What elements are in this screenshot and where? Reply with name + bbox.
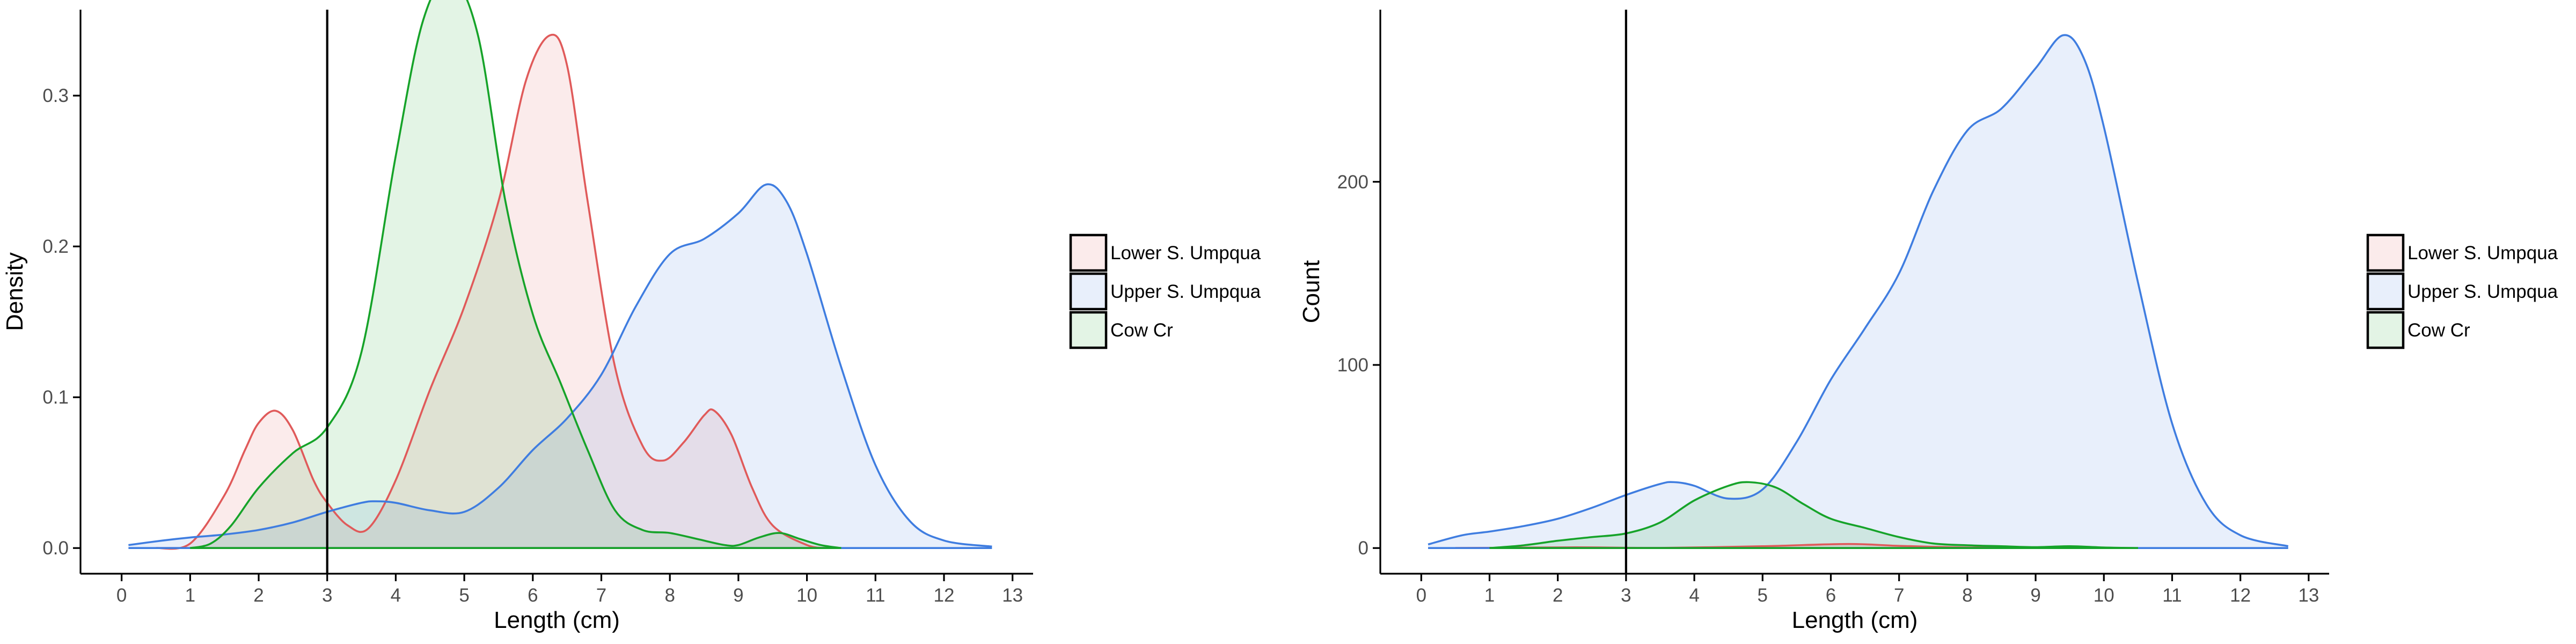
- x-tick-label: 8: [1962, 585, 1972, 606]
- x-tick-label: 6: [1826, 585, 1836, 606]
- y-tick-label: 200: [1337, 172, 1368, 193]
- x-tick-label: 5: [1758, 585, 1768, 606]
- x-tick-label: 11: [2162, 585, 2182, 606]
- x-tick-label: 1: [185, 585, 195, 606]
- x-tick-label: 5: [459, 585, 469, 606]
- x-axis-title: Length (cm): [494, 607, 620, 633]
- legend-label-cow-cr: Cow Cr: [1110, 320, 1173, 341]
- legend: Lower S. Umpqua Upper S. Umpqua Cow Cr: [1069, 233, 1261, 349]
- x-tick-label: 12: [934, 585, 955, 606]
- x-tick-label: 2: [253, 585, 264, 606]
- area-lines: [128, 0, 992, 550]
- x-tick-label: 13: [1002, 585, 1023, 606]
- x-axis-title: Length (cm): [1792, 607, 1918, 633]
- area-fill-upper-s-umpqua: [1428, 35, 2288, 548]
- x-tick-label: 13: [2298, 585, 2319, 606]
- y-axis-title: Count: [1298, 260, 1324, 323]
- legend-key-bg: [2368, 235, 2403, 270]
- legend-key-bg: [2368, 312, 2403, 348]
- area-fill-upper-s-umpqua: [128, 184, 992, 548]
- legend-key-lower-s-umpqua: [1069, 233, 1108, 272]
- legend-label-cow-cr: Cow Cr: [2407, 320, 2470, 341]
- legend-key-bg: [1071, 274, 1106, 309]
- x-tick-label: 10: [2094, 585, 2114, 606]
- legend-key-upper-s-umpqua: [1069, 272, 1108, 311]
- y-tick-label: 0.3: [42, 85, 69, 106]
- x-tick-label: 2: [1553, 585, 1563, 606]
- x-tick-label: 1: [1484, 585, 1495, 606]
- legend-key-cow-cr: [2366, 311, 2405, 349]
- legend-key-bg: [1071, 312, 1106, 348]
- legend-key-lower-s-umpqua: [2366, 233, 2405, 272]
- area-fills: [128, 0, 992, 549]
- density-line-upper-s-umpqua: [128, 183, 992, 548]
- x-tick-label: 0: [1416, 585, 1426, 606]
- legend: Lower S. Umpqua Upper S. Umpqua Cow Cr: [2366, 233, 2558, 349]
- y-axis-title: Density: [2, 252, 28, 331]
- x-tick-label: 6: [528, 585, 538, 606]
- y-tick-label: 0: [1358, 538, 1368, 559]
- legend-label-upper-s-umpqua: Upper S. Umpqua: [2407, 281, 2558, 302]
- legend-key-bg: [1071, 235, 1106, 270]
- x-tick-label: 4: [1689, 585, 1699, 606]
- density-line-lower-s-umpqua: [156, 33, 828, 550]
- area-fill-lower-s-umpqua: [156, 34, 828, 549]
- legend-key-cow-cr: [1069, 311, 1108, 349]
- area-lines: [1428, 34, 2289, 550]
- area-fill-cow-cr: [190, 0, 841, 548]
- density-line-cow-cr: [189, 0, 841, 550]
- x-tick-label: 11: [866, 585, 885, 606]
- y-tick-label: 0.1: [42, 387, 69, 408]
- area-fills: [1428, 35, 2288, 548]
- density-line-upper-s-umpqua: [1428, 34, 2289, 547]
- x-tick-label: 9: [733, 585, 743, 606]
- legend-label-upper-s-umpqua: Upper S. Umpqua: [1110, 281, 1261, 302]
- x-tick-label: 7: [1894, 585, 1904, 606]
- x-tick-label: 7: [596, 585, 606, 606]
- legend-label-lower-s-umpqua: Lower S. Umpqua: [1110, 243, 1261, 264]
- legend-key-upper-s-umpqua: [2366, 272, 2405, 311]
- area-fill-cow-cr: [1489, 482, 2138, 548]
- y-tick-label: 0.0: [42, 538, 69, 559]
- x-tick-label: 4: [391, 585, 401, 606]
- x-tick-label: 3: [322, 585, 332, 606]
- x-tick-label: 0: [116, 585, 127, 606]
- legend-label-lower-s-umpqua: Lower S. Umpqua: [2407, 243, 2558, 264]
- density-line-cow-cr: [1489, 481, 2138, 550]
- legend-key-bg: [2368, 274, 2403, 309]
- x-tick-label: 12: [2230, 585, 2251, 606]
- x-tick-label: 3: [1621, 585, 1631, 606]
- x-tick-label: 8: [664, 585, 675, 606]
- y-tick-label: 0.2: [42, 236, 69, 257]
- x-tick-label: 9: [2030, 585, 2040, 606]
- x-tick-label: 10: [796, 585, 817, 606]
- y-tick-label: 100: [1337, 355, 1368, 376]
